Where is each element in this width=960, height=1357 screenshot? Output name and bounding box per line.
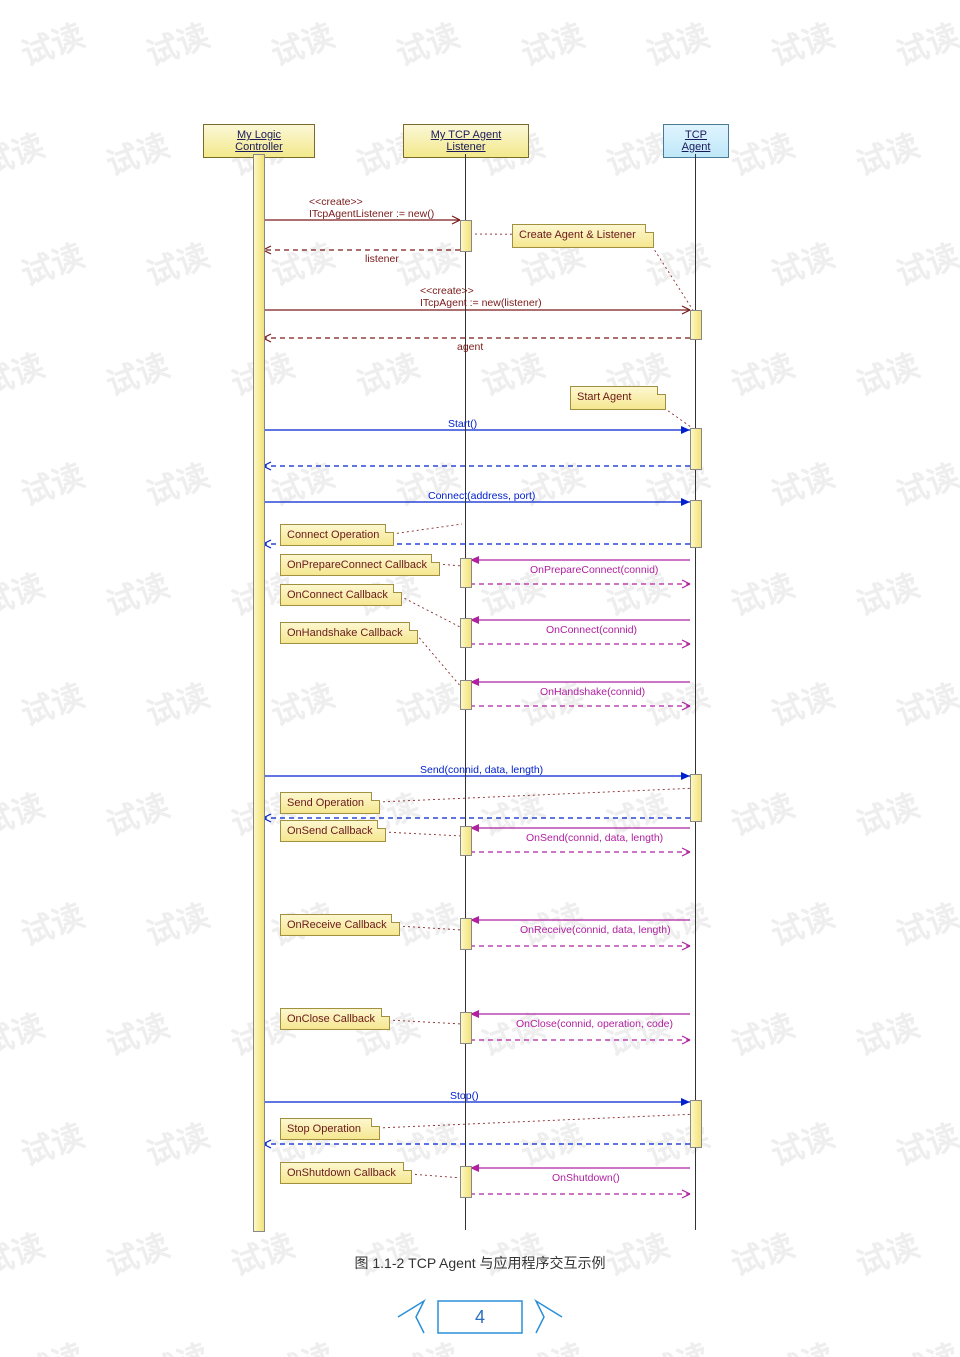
activation [690,428,702,470]
activation [460,1012,472,1044]
note-box: OnHandshake Callback [280,622,418,644]
note-box: OnPrepareConnect Callback [280,554,440,576]
page-number: 4 [398,1295,562,1339]
lifeline-head-controller: My Logic Controller [203,124,315,158]
note-box: Stop Operation [280,1118,380,1140]
activation [460,826,472,856]
activation [690,774,702,822]
message-label: OnClose(connid, operation, code) [516,1018,673,1030]
activation [460,220,472,252]
message-label: Stop() [450,1090,479,1102]
message-label: <<create>>ITcpAgentListener := new() [309,196,434,220]
activation [690,1100,702,1148]
note-box: OnSend Callback [280,820,386,842]
message-label: OnConnect(connid) [546,624,637,636]
activation [690,310,702,340]
message-label: Start() [448,418,477,430]
figure-caption: 图 1.1-2 TCP Agent 与应用程序交互示例 [0,1253,960,1273]
activation [460,680,472,710]
activation [460,558,472,588]
note-box: OnShutdown Callback [280,1162,412,1184]
message-label: Send(connid, data, length) [420,764,543,776]
note-box: Create Agent & Listener [512,224,654,248]
note-box: OnConnect Callback [280,584,402,606]
lifeline-head-agent: TCP Agent [663,124,729,158]
message-label: OnSend(connid, data, length) [526,832,663,844]
page-number-banner: 4 [398,1295,562,1339]
activation [460,1166,472,1198]
message-label: OnReceive(connid, data, length) [520,924,671,936]
note-box: OnClose Callback [280,1008,390,1030]
activation [253,154,265,1232]
message-label: Connect(address, port) [428,490,535,502]
note-box: OnReceive Callback [280,914,400,936]
message-label: OnShutdown() [552,1172,620,1184]
note-box: Send Operation [280,792,380,814]
activation [460,618,472,648]
message-label: listener [365,253,399,265]
message-label: agent [457,341,483,353]
note-box: Start Agent [570,386,666,410]
activation [460,918,472,950]
message-label: OnHandshake(connid) [540,686,645,698]
activation [690,500,702,548]
sequence-diagram: My Logic Controller My TCP Agent Listener… [200,120,760,1250]
message-label: <<create>>ITcpAgent := new(listener) [420,285,542,309]
note-box: Connect Operation [280,524,394,546]
message-label: OnPrepareConnect(connid) [530,564,658,576]
lifeline-head-listener: My TCP Agent Listener [403,124,529,158]
